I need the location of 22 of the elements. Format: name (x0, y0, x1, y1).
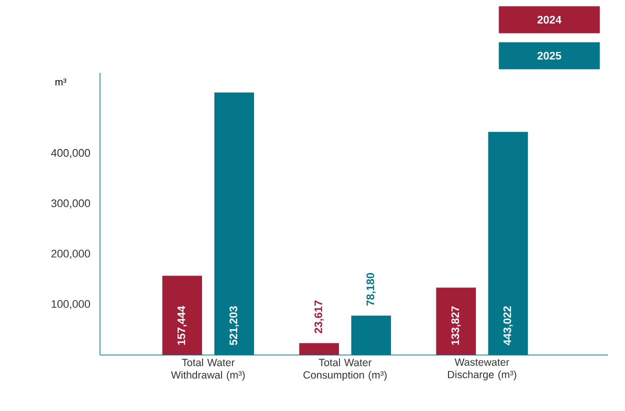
data-label: 443,022 (503, 306, 513, 346)
x-tick-label: Wastewater Discharge (m³) (448, 358, 516, 380)
y-axis-title: m³ (56, 78, 66, 86)
bar (214, 92, 254, 355)
data-label: 521,203 (230, 306, 239, 346)
text: 2025 (537, 52, 562, 60)
bar (488, 132, 528, 355)
bar (299, 343, 339, 355)
data-label: 78,180 (366, 273, 376, 306)
x-tick-label: Total Water Withdrawal (m³) (171, 358, 245, 381)
y-tick-label: 100,000 (52, 300, 90, 310)
data-label: 133,827 (451, 306, 461, 345)
x-tick-label: Total Water Consumption (m³) (303, 358, 387, 381)
bar (162, 276, 202, 355)
bar (351, 316, 391, 355)
bar (436, 288, 476, 355)
text: 2024 (537, 16, 562, 24)
y-tick-label: 200,000 (51, 250, 90, 259)
y-tick-label: 300,000 (51, 199, 90, 208)
data-label: 157,444 (178, 306, 187, 345)
data-label: 23,617 (314, 300, 324, 334)
y-tick-label: 400,000 (51, 149, 90, 158)
